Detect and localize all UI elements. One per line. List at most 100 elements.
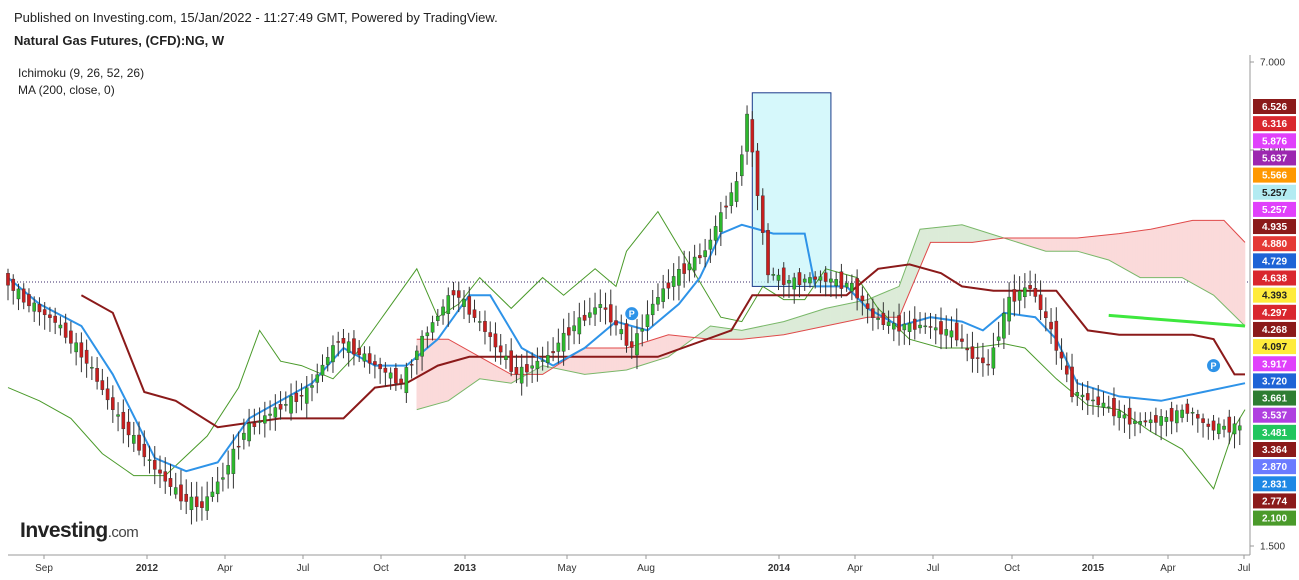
candle-body xyxy=(79,342,84,358)
candle-body xyxy=(703,250,707,258)
indicator-ma[interactable]: MA (200, close, 0) xyxy=(18,83,115,97)
cloud-segment xyxy=(1213,220,1217,299)
candle-body xyxy=(981,357,985,364)
cloud-segment xyxy=(1079,237,1083,254)
candle-body xyxy=(142,443,147,458)
candlesticks xyxy=(6,105,1242,525)
candle-body xyxy=(1190,412,1195,414)
cloud-segment xyxy=(943,226,947,243)
cloud-segment xyxy=(1145,229,1149,278)
cloud-segment xyxy=(1118,232,1123,268)
candle-body xyxy=(1002,313,1006,339)
candle-body xyxy=(1112,398,1116,417)
cloud-segment xyxy=(806,312,811,331)
candle-body xyxy=(991,347,996,369)
logo-brand: Investing xyxy=(20,519,108,542)
price-tag-bg xyxy=(1253,167,1296,183)
cloud-segment xyxy=(1134,230,1138,277)
marker-circle xyxy=(624,306,640,322)
candle-body xyxy=(268,413,272,416)
cloud-segment xyxy=(979,230,984,242)
candle-body xyxy=(315,374,320,383)
cloud-segment xyxy=(809,312,813,330)
cloud-segment xyxy=(746,328,751,339)
cloud-segment xyxy=(484,359,488,381)
indicator-ichimoku[interactable]: Ichimoku (9, 26, 52, 26) xyxy=(18,66,145,80)
price-tag: 5.876 xyxy=(1253,133,1296,149)
x-tick-label: May xyxy=(558,563,577,574)
candle-body xyxy=(760,195,765,233)
candle-body xyxy=(1148,419,1153,424)
candle-body xyxy=(472,309,477,318)
cloud-segment xyxy=(788,318,792,335)
cloud-segment xyxy=(1205,220,1209,293)
candle-body xyxy=(546,355,550,363)
cloud-segment xyxy=(985,231,989,241)
x-tick-label: Jul xyxy=(927,563,940,574)
candle-body xyxy=(519,366,524,384)
price-tag: 2.774 xyxy=(1253,493,1296,509)
candle-body xyxy=(603,307,608,310)
cloud-segment xyxy=(1189,220,1193,285)
cloud-segment xyxy=(793,317,798,333)
cloud-segment xyxy=(647,340,651,364)
cloud-segment xyxy=(1221,220,1225,307)
price-tag: 4.935 xyxy=(1253,219,1296,235)
cloud-segment xyxy=(479,356,483,380)
candle-body xyxy=(608,304,613,323)
candle-body xyxy=(304,387,309,404)
candle-body xyxy=(713,226,718,241)
candle-body xyxy=(221,477,225,480)
highlight-rect xyxy=(751,92,832,287)
cloud-segment xyxy=(1242,238,1246,327)
candle-body xyxy=(656,297,660,305)
price-tag-bg xyxy=(1253,493,1296,509)
candle-body xyxy=(1007,296,1011,322)
cloud-segment xyxy=(1179,222,1183,278)
candle-body xyxy=(792,277,797,290)
candle-body xyxy=(74,342,78,353)
candle-body xyxy=(781,267,786,285)
candle-body xyxy=(1054,320,1059,351)
candle-body xyxy=(483,321,487,332)
candle-body xyxy=(682,263,686,274)
candle-body xyxy=(341,338,346,344)
candle-body xyxy=(1227,416,1232,433)
price-tag-value: 3.917 xyxy=(1262,359,1287,370)
candle-body xyxy=(1138,421,1142,425)
candle-body xyxy=(147,459,152,461)
chart-title: Natural Gas Futures, (CFD):NG, W xyxy=(14,33,225,48)
candle-body xyxy=(299,395,304,397)
cloud-segment xyxy=(851,302,855,321)
candle-body xyxy=(1044,311,1048,319)
cloud-segment xyxy=(814,310,819,329)
marker-circle xyxy=(1206,358,1222,374)
price-tag: 4.097 xyxy=(1253,339,1296,355)
candle-body xyxy=(320,364,325,376)
candle-body xyxy=(1237,425,1242,431)
candle-body xyxy=(876,318,880,320)
candle-body xyxy=(740,154,744,177)
cloud-segment xyxy=(935,226,939,243)
candle-body xyxy=(1106,406,1111,409)
cloud-segment xyxy=(1053,237,1057,252)
cloud-segment xyxy=(1202,220,1206,292)
price-tag-value: 5.637 xyxy=(1262,153,1287,164)
cloud-segment xyxy=(1168,224,1172,278)
candle-body xyxy=(834,279,838,287)
cloud-segment xyxy=(450,340,454,400)
candle-body xyxy=(829,278,833,283)
cloud-segment xyxy=(1153,227,1157,278)
cloud-segment xyxy=(495,365,499,382)
candle-body xyxy=(1059,351,1064,359)
cloud-segment xyxy=(1229,225,1233,314)
candle-body xyxy=(687,263,692,271)
cloud-segment xyxy=(1215,220,1220,302)
price-tag-bg xyxy=(1253,407,1296,423)
candle-body xyxy=(598,304,603,308)
cloud-segment xyxy=(447,338,452,402)
cloud-segment xyxy=(1236,233,1241,322)
price-tag-value: 2.774 xyxy=(1262,496,1287,507)
cloud-segment xyxy=(1108,234,1112,263)
